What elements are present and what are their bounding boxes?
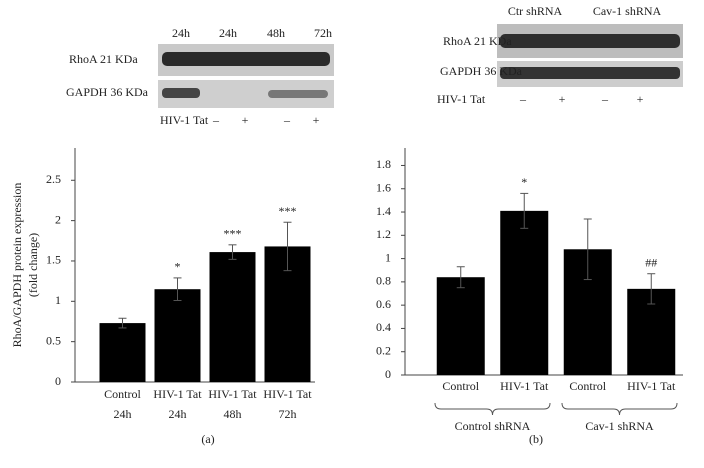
y-tick-label: 0.4 [376, 320, 391, 334]
x-tick-label: 72h [279, 407, 297, 421]
y-tick-label: 1.6 [376, 180, 391, 194]
bar [209, 252, 256, 382]
y-axis-label: RhoA/GAPDH protein expression [10, 183, 24, 348]
treatment-sign: + [313, 113, 320, 127]
treatment-sign: – [283, 113, 291, 127]
error-bar [520, 192, 529, 229]
lane-label: Cav-1 shRNA [593, 4, 662, 18]
y-tick-label: 0.2 [376, 343, 391, 357]
significance-label: ## [645, 255, 657, 269]
x-tick-label: HIV-1 Tat [153, 387, 202, 401]
treatment-sign: – [519, 92, 527, 106]
treatment-label: HIV-1 Tat [437, 92, 486, 106]
lane-label: 24h [172, 26, 190, 40]
lane-label: 24h [219, 26, 237, 40]
y-tick-label: 1.4 [376, 204, 391, 218]
x-tick-label: HIV-1 Tat [208, 387, 257, 401]
lane-label: 72h [314, 26, 332, 40]
y-tick-label: 0.8 [376, 274, 391, 288]
y-tick-label: 0 [55, 374, 61, 388]
treatment-sign: + [559, 92, 566, 106]
error-bar [647, 273, 656, 305]
x-tick-label: 24h [169, 407, 187, 421]
x-tick-label: HIV-1 Tat [627, 379, 676, 393]
band-label: GAPDH 36 KDa [66, 85, 149, 99]
significance-label: * [521, 175, 527, 189]
treatment-sign: + [637, 92, 644, 106]
error-bar [456, 266, 465, 289]
error-bar [283, 221, 292, 272]
significance-label: *** [224, 227, 242, 241]
x-tick-label: Control [569, 379, 606, 393]
group-label: Control shRNA [455, 419, 531, 433]
band-label: RhoA 21 KDa [443, 34, 512, 48]
significance-label: *** [279, 204, 297, 218]
group-brace [561, 402, 678, 416]
bar [154, 289, 201, 382]
blot-image [158, 24, 683, 108]
treatment-sign: + [242, 113, 249, 127]
y-tick-label: 2 [55, 212, 61, 226]
y-tick-label: 1.8 [376, 157, 391, 171]
band-label: GAPDH 36 KDa [440, 64, 523, 78]
y-tick-label: 1 [55, 293, 61, 307]
y-tick-label: 0.6 [376, 297, 391, 311]
x-tick-label: 24h [114, 407, 132, 421]
caption: (b) [529, 432, 543, 446]
x-tick-label: HIV-1 Tat [263, 387, 312, 401]
y-tick-label: 1.2 [376, 227, 391, 241]
y-tick-label: 1.5 [46, 253, 61, 267]
y-axis-label: (fold change) [26, 233, 40, 297]
x-tick-label: 48h [224, 407, 242, 421]
lane-label: 48h [267, 26, 285, 40]
x-tick-label: HIV-1 Tat [500, 379, 549, 393]
error-bar [173, 277, 182, 302]
y-tick-label: 0.5 [46, 333, 61, 347]
bar [99, 323, 146, 382]
error-bar [583, 218, 592, 281]
x-tick-label: Control [442, 379, 479, 393]
band-label: RhoA 21 KDa [69, 52, 138, 66]
group-brace [434, 402, 551, 416]
bar [500, 210, 549, 375]
error-bar [228, 244, 237, 260]
y-tick-label: 0 [385, 367, 391, 381]
y-tick-label: 2.5 [46, 172, 61, 186]
caption: (a) [201, 432, 214, 446]
treatment-sign: – [601, 92, 609, 106]
lane-label: Ctr shRNA [508, 4, 563, 18]
y-tick-label: 1 [385, 250, 391, 264]
x-tick-label: Control [104, 387, 141, 401]
significance-label: * [175, 260, 181, 274]
error-bar [118, 317, 127, 329]
group-label: Cav-1 shRNA [585, 419, 654, 433]
treatment-sign: – [212, 113, 220, 127]
bar [436, 277, 485, 375]
treatment-label: HIV-1 Tat [160, 113, 209, 127]
